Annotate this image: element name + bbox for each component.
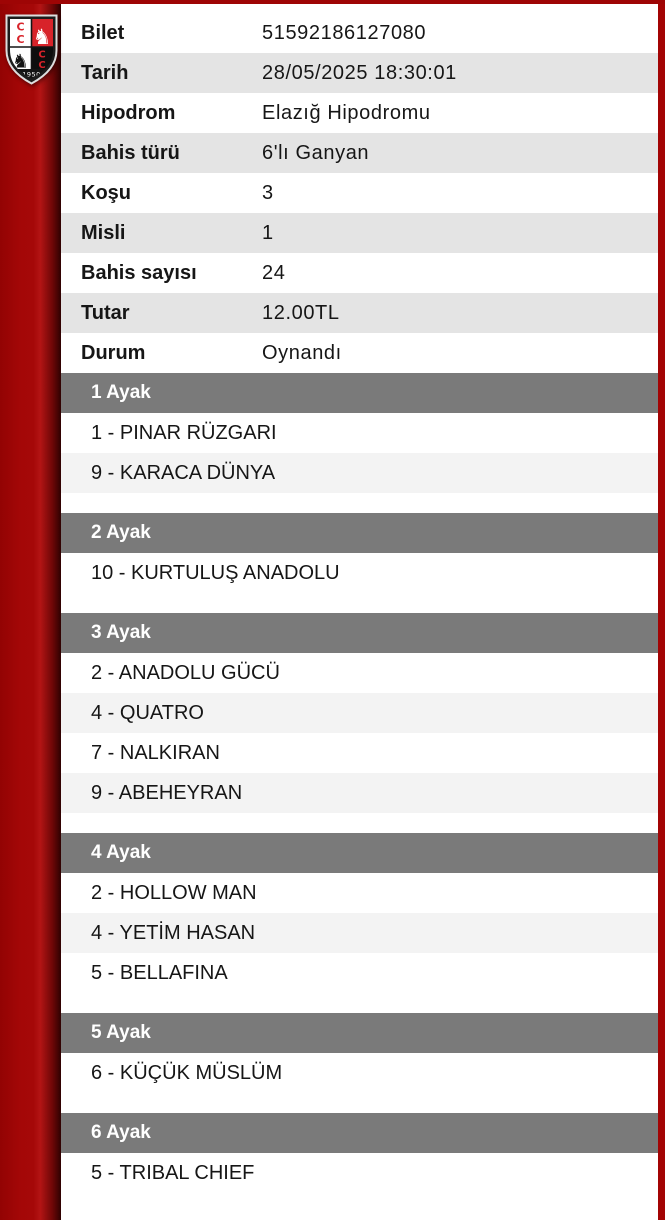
crest-letter: C (38, 50, 45, 61)
leg-section: 6 Ayak 5 - TRIBAL CHIEF (61, 1113, 658, 1193)
field-value: 24 (262, 261, 286, 284)
crest-year: 1950 (22, 71, 41, 79)
ticket-field-row: Hipodrom Elazığ Hipodromu (61, 93, 658, 133)
quadrant-bottom-left (10, 47, 32, 69)
horse-row: 4 - YETİM HASAN (61, 913, 658, 953)
ticket-field-row: Misli 1 (61, 213, 658, 253)
leg-header: 1 Ayak (61, 373, 658, 413)
ticket-field-row: Bahis sayısı 24 (61, 253, 658, 293)
ticket-field-row: Koşu 3 (61, 173, 658, 213)
quadrant-top-left (10, 19, 32, 47)
horse-row: 9 - KARACA DÜNYA (61, 453, 658, 493)
field-label: Bahis türü (81, 141, 180, 164)
horse-head-icon: ♞ (33, 25, 52, 49)
ticket-field-row: Durum Oynandı (61, 333, 658, 373)
field-value: 51592186127080 (262, 21, 427, 44)
horse-head-icon: ♞ (12, 51, 29, 73)
crest-letter: C (16, 33, 24, 46)
leg-section: 3 Ayak 2 - ANADOLU GÜCÜ 4 - QUATRO 7 - NALK… (61, 613, 658, 813)
leg-header: 2 Ayak (61, 513, 658, 553)
field-label: Koşu (81, 181, 131, 204)
field-value: 3 (262, 181, 274, 204)
quadrant-top-right (31, 19, 53, 47)
field-value: Elazığ Hipodromu (262, 101, 431, 124)
field-label: Durum (81, 341, 146, 364)
field-label: Tutar (81, 301, 130, 324)
legs-list: 1 Ayak 1 - PINAR RÜZGARI 9 - KARACA DÜNYA 2… (61, 373, 658, 1193)
field-value: 1 (262, 221, 274, 244)
ticket-content: Bilet 51592186127080 Tarih 28/05/2025 18:30… (61, 4, 658, 1220)
ticket-field-row: Tarih 28/05/2025 18:30:01 (61, 53, 658, 93)
field-label: Tarih (81, 61, 129, 84)
leg-header: 5 Ayak (61, 1013, 658, 1053)
horse-row: 2 - HOLLOW MAN (61, 873, 658, 913)
leg-header: 3 Ayak (61, 613, 658, 653)
field-value: Oynandı (262, 341, 342, 364)
leg-header: 6 Ayak (61, 1113, 658, 1153)
horse-row: 4 - QUATRO (61, 693, 658, 733)
horse-row: 5 - BELLAFINA (61, 953, 658, 993)
horse-row: 10 - KURTULUŞ ANADOLU (61, 553, 658, 593)
leg-section: 5 Ayak 6 - KÜÇÜK MÜSLÜM (61, 1013, 658, 1093)
right-red-border (658, 0, 665, 1220)
club-crest-logo: C C ♞ ♞ C C 1950 (5, 14, 58, 85)
leg-section: 1 Ayak 1 - PINAR RÜZGARI 9 - KARACA DÜNYA (61, 373, 658, 493)
field-label: Bahis sayısı (81, 261, 197, 284)
horse-row: 1 - PINAR RÜZGARI (61, 413, 658, 453)
crest-letter: C (16, 21, 24, 34)
leg-section: 4 Ayak 2 - HOLLOW MAN 4 - YETİM HASAN 5 - B… (61, 833, 658, 993)
field-value: 6'lı Ganyan (262, 141, 370, 164)
year-band (10, 69, 53, 79)
left-red-band: C C ♞ ♞ C C 1950 (0, 0, 61, 1220)
field-label: Hipodrom (81, 101, 176, 124)
field-label: Misli (81, 221, 126, 244)
ticket-field-row: Bahis türü 6'lı Ganyan (61, 133, 658, 173)
horse-row: 7 - NALKIRAN (61, 733, 658, 773)
quadrant-bottom-right (31, 47, 53, 69)
crest-letter: C (38, 60, 45, 71)
horse-row: 5 - TRIBAL CHIEF (61, 1153, 658, 1193)
top-red-border (0, 0, 665, 4)
field-value: 28/05/2025 18:30:01 (262, 61, 457, 84)
ticket-field-row: Tutar 12.00TL (61, 293, 658, 333)
ticket-field-row: Bilet 51592186127080 (61, 13, 658, 53)
field-label: Bilet (81, 21, 125, 44)
ticket-info-table: Bilet 51592186127080 Tarih 28/05/2025 18:30… (61, 13, 658, 373)
horse-row: 9 - ABEHEYRAN (61, 773, 658, 813)
horse-row: 6 - KÜÇÜK MÜSLÜM (61, 1053, 658, 1093)
leg-header: 4 Ayak (61, 833, 658, 873)
field-value: 12.00TL (262, 301, 340, 324)
leg-section: 2 Ayak 10 - KURTULUŞ ANADOLU (61, 513, 658, 593)
horse-row: 2 - ANADOLU GÜCÜ (61, 653, 658, 693)
